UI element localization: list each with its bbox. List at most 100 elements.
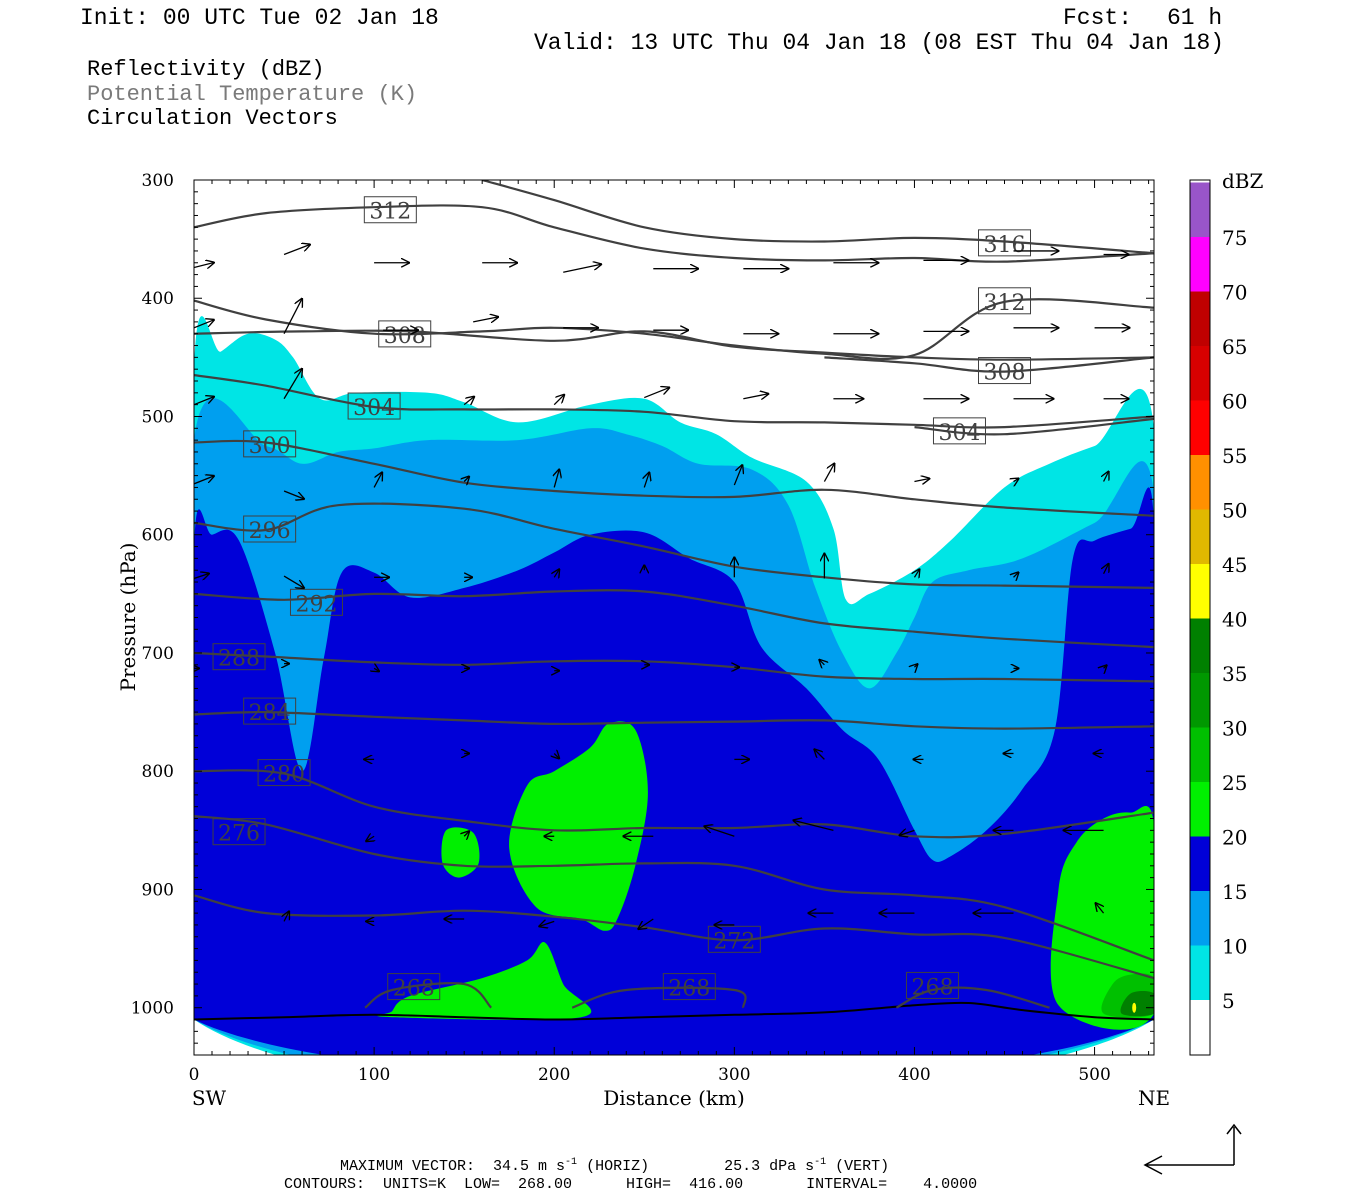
theta-label-296-8: 296 xyxy=(249,519,291,544)
theta-label-300-7: 300 xyxy=(249,434,291,459)
theta-contour-272-14 xyxy=(194,894,1154,980)
theta-label-box-17 xyxy=(905,971,959,999)
contour-info: CONTOURS: UNITS=K LOW= 268.00 HIGH= 416.… xyxy=(284,1176,978,1193)
colorbar-label-50: 50 xyxy=(1222,499,1247,523)
circulation-vector xyxy=(1096,903,1104,914)
valid-time: Valid: 13 UTC Thu 04 Jan 18 (08 EST Thu … xyxy=(534,30,1225,56)
circulation-vector xyxy=(374,668,379,671)
circulation-vector xyxy=(464,477,469,482)
colorbar-frame xyxy=(1189,179,1211,1056)
theta-label-312-0: 312 xyxy=(369,200,411,225)
theta-contour-316-1 xyxy=(481,180,1154,255)
max-vector-vert-unit: -1 xyxy=(814,1157,827,1168)
theta-label-280-12: 280 xyxy=(263,763,305,788)
colorbar-label-60: 60 xyxy=(1222,390,1247,414)
max-vector-horiz-text: MAXIMUM VECTOR: 34.5 m s xyxy=(340,1158,566,1175)
circulation-vector xyxy=(814,749,825,760)
theta-label-288-10: 288 xyxy=(218,647,260,672)
y-tick-label-900: 900 xyxy=(142,880,174,900)
y-tick-label-1000: 1000 xyxy=(131,999,174,1019)
max-vector-vert-label: (VERT) xyxy=(826,1158,890,1175)
circulation-vector xyxy=(644,472,649,488)
theta-label-box-15 xyxy=(387,973,441,1001)
circulation-vector xyxy=(194,320,214,329)
colorbar-label-70: 70 xyxy=(1222,281,1247,305)
theta-contour-292-9 xyxy=(194,589,1154,649)
theta-label-box-1 xyxy=(978,229,1032,257)
colorbar-label-5: 5 xyxy=(1222,989,1235,1013)
theta-label-box-10 xyxy=(212,643,266,671)
circulation-vector xyxy=(819,660,824,665)
circulation-vector xyxy=(1104,564,1109,575)
init-time: Init: 00 UTC Tue 02 Jan 18 xyxy=(80,5,439,31)
circulation-vector-layer xyxy=(194,244,1130,929)
theta-label-box-12 xyxy=(257,759,311,787)
x-tick-label-0: 0 xyxy=(189,1065,200,1085)
theta-label-box-16 xyxy=(662,973,716,1001)
theta-contour-280-12 xyxy=(194,769,1154,839)
circulation-vector xyxy=(553,395,564,406)
colorbar-swatch-50 xyxy=(1190,455,1210,510)
theta-contour-276-13 xyxy=(194,815,1154,962)
theta-label-268-17: 268 xyxy=(911,975,953,1000)
theta-label-box-2 xyxy=(978,287,1032,315)
circulation-vector xyxy=(704,826,735,837)
theta-label-box-8 xyxy=(243,515,297,543)
theta-label-292-9: 292 xyxy=(295,592,337,617)
colorbar-swatch-40 xyxy=(1190,564,1210,619)
x-axis-title: Distance (km) xyxy=(603,1086,745,1110)
colorbar-label-25: 25 xyxy=(1222,771,1247,795)
theta-label-312-2: 312 xyxy=(984,291,1026,316)
theta-label-box-0 xyxy=(363,196,417,224)
theta-contour-268-15 xyxy=(364,982,493,1009)
x-end-label-right: NE xyxy=(1138,1086,1170,1110)
theta-label-276-13: 276 xyxy=(218,822,260,847)
circulation-vector xyxy=(473,317,498,322)
colorbar-label-45: 45 xyxy=(1222,553,1247,577)
x-tick-label-100: 100 xyxy=(358,1065,390,1085)
circulation-vector xyxy=(1104,665,1107,668)
colorbar-label-10: 10 xyxy=(1222,935,1247,959)
colorbar: 5 10 15 20 25 30 35 40 45 50 55 60 65 70 75 dBZ xyxy=(1189,169,1264,1056)
colorbar-label-40: 40 xyxy=(1222,608,1247,632)
theta-label-box-14 xyxy=(707,925,761,953)
theta-label-box-4 xyxy=(978,357,1032,385)
circulation-vector xyxy=(366,836,374,841)
theta-label-box-13 xyxy=(212,818,266,846)
colorbar-swatch-75 xyxy=(1190,182,1210,237)
theta-contour-308-3 xyxy=(194,329,1154,361)
circulation-vector xyxy=(194,573,209,578)
circulation-vector xyxy=(914,479,929,482)
colorbar-swatch-25 xyxy=(1190,727,1210,782)
theta-contour-284-11 xyxy=(194,710,1154,730)
x-tick-label-200: 200 xyxy=(538,1065,570,1085)
theta-contour-308-4 xyxy=(824,356,1154,373)
circulation-vector xyxy=(899,830,915,835)
circulation-vector xyxy=(733,465,742,486)
colorbar-swatch-30 xyxy=(1190,673,1210,728)
circulation-vector xyxy=(539,921,555,926)
theta-label-box-3 xyxy=(378,320,432,348)
circulation-vector xyxy=(563,264,601,273)
circulation-vector xyxy=(554,753,559,758)
terrain-surface-line xyxy=(194,1001,1154,1021)
theta-contour-268-16 xyxy=(571,986,747,1009)
circulation-vector xyxy=(638,918,654,929)
colorbar-label-15: 15 xyxy=(1222,880,1247,904)
x-tick-label-400: 400 xyxy=(898,1065,930,1085)
theta-label-304-6: 304 xyxy=(938,421,980,446)
reflectivity-region-20dbz-5 xyxy=(377,942,592,1020)
y-tick-label-400: 400 xyxy=(142,289,174,309)
field-reflectivity: Reflectivity (dBZ) xyxy=(87,57,325,82)
theta-label-308-3: 308 xyxy=(384,324,426,349)
theta-contour-300-7 xyxy=(194,439,1154,517)
colorbar-label-65: 65 xyxy=(1222,335,1247,359)
x-tick-label-300: 300 xyxy=(718,1065,750,1085)
circulation-vector xyxy=(463,397,474,405)
colorbar-swatch-55 xyxy=(1190,400,1210,455)
theta-label-box-7 xyxy=(243,430,297,458)
colorbar-label-55: 55 xyxy=(1222,444,1247,468)
colorbar-label-35: 35 xyxy=(1222,662,1247,686)
colorbar-swatch-20 xyxy=(1190,782,1210,837)
theta-label-268-15: 268 xyxy=(393,977,435,1002)
